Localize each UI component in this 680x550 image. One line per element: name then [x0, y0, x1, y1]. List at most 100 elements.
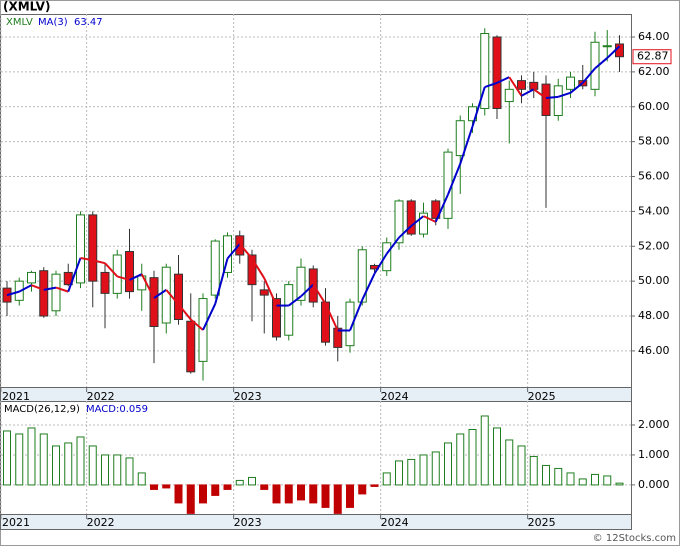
x-tick-label: 2025 — [528, 516, 556, 529]
ma-segment — [31, 284, 45, 291]
macd-legend: MACD(26,12,9) — [4, 404, 80, 415]
macd-bar — [15, 433, 24, 486]
legend-symbol: XMLV — [6, 17, 33, 28]
candle-body — [88, 214, 98, 282]
ma-segment — [361, 273, 376, 301]
ma-segment — [238, 243, 253, 260]
macd-bar — [199, 484, 207, 504]
candle-body — [541, 83, 551, 116]
ma-segment — [521, 88, 535, 97]
ma-segment — [508, 76, 523, 97]
macd-bar — [395, 460, 403, 486]
macd-bar — [358, 484, 367, 495]
x-tick-label: 2023 — [234, 516, 262, 529]
macd-bar — [370, 484, 379, 487]
ma-segment — [202, 303, 217, 331]
macd-bar — [3, 430, 11, 486]
ma-segment — [6, 290, 20, 297]
macd-bar — [444, 442, 452, 486]
ma-segment — [447, 163, 462, 195]
ma-segment — [324, 303, 339, 331]
macd-bar — [407, 458, 416, 486]
ma-segment — [116, 275, 130, 281]
macd-bar — [468, 428, 477, 486]
macd-bar — [88, 445, 97, 486]
macd-bar — [162, 484, 171, 489]
candle-body — [504, 88, 514, 103]
ma-segment — [581, 67, 596, 84]
candle-body — [419, 212, 428, 235]
macd-bar — [297, 484, 305, 501]
x-tick-label: 2023 — [234, 390, 262, 403]
ma-segment — [385, 236, 400, 255]
macd-bar — [578, 478, 587, 486]
macd-bar — [542, 464, 550, 486]
macd-bar — [382, 472, 391, 486]
candle-body — [27, 271, 36, 284]
ma-segment — [300, 283, 314, 298]
chart-title: (XMLV) — [3, 0, 50, 14]
ma-segment — [459, 126, 474, 165]
candle-body — [345, 301, 355, 347]
macd-bar — [150, 484, 158, 490]
y-tick-label: 56.00 — [638, 170, 670, 183]
y-tick-label: 60.00 — [638, 100, 670, 113]
macd-bar — [591, 473, 599, 486]
candle-body — [382, 242, 392, 272]
candle-body — [480, 33, 490, 110]
x-tick-label: 2024 — [381, 516, 409, 529]
candle-body — [284, 284, 294, 336]
ma-segment — [43, 286, 57, 291]
ma-segment — [398, 225, 412, 239]
y-tick-label: 48.00 — [638, 309, 670, 322]
ma-segment — [177, 303, 192, 321]
y-tick-label: 0.000 — [638, 478, 670, 491]
macd-bar — [137, 472, 146, 486]
candle-body — [492, 36, 502, 110]
ma-segment — [80, 256, 93, 262]
ma-segment — [423, 215, 437, 223]
candle-body — [76, 214, 85, 284]
x-tick-label: 2025 — [528, 390, 556, 403]
ma-segment — [434, 194, 449, 223]
y-tick-label: 46.00 — [638, 344, 670, 357]
candle-body — [149, 277, 159, 327]
price-panel — [0, 14, 632, 388]
legend-ma: MA(3) — [38, 17, 68, 28]
macd-bar — [101, 454, 109, 486]
candle-body — [296, 266, 306, 301]
ma-segment — [288, 295, 302, 307]
ma-segment — [410, 215, 425, 227]
candle-body — [517, 80, 526, 90]
candle-body — [39, 270, 49, 317]
macd-bar — [615, 482, 624, 486]
ma-segment — [129, 273, 143, 281]
x-tick-label: 2022 — [87, 390, 115, 403]
x-tick-label: 2021 — [2, 390, 30, 403]
ma-segment — [140, 273, 155, 299]
macd-bar — [284, 484, 293, 504]
candle-body — [259, 289, 269, 296]
macd-bar — [76, 436, 85, 486]
candle-body — [455, 120, 465, 157]
candle-body — [210, 240, 220, 296]
watermark: © 12Stocks.com — [593, 533, 676, 544]
y-tick-label: 50.00 — [638, 274, 670, 287]
ma-segment — [55, 286, 69, 293]
candle-body — [161, 266, 171, 324]
ma-segment — [606, 45, 621, 59]
macd-bar — [529, 455, 538, 486]
candle-body — [529, 81, 539, 90]
ma-segment — [104, 262, 118, 278]
ma-segment — [545, 95, 559, 100]
macd-bar — [272, 484, 281, 504]
macd-bar — [554, 467, 563, 486]
legend-ma-value: 63.47 — [74, 17, 103, 28]
ma-segment — [569, 82, 584, 94]
macd-bar — [603, 475, 612, 486]
x-tick-label: 2021 — [2, 516, 30, 529]
macd-bar — [113, 454, 122, 486]
candle-body — [553, 85, 563, 116]
macd-bar — [27, 427, 36, 486]
ma-segment — [92, 259, 106, 265]
